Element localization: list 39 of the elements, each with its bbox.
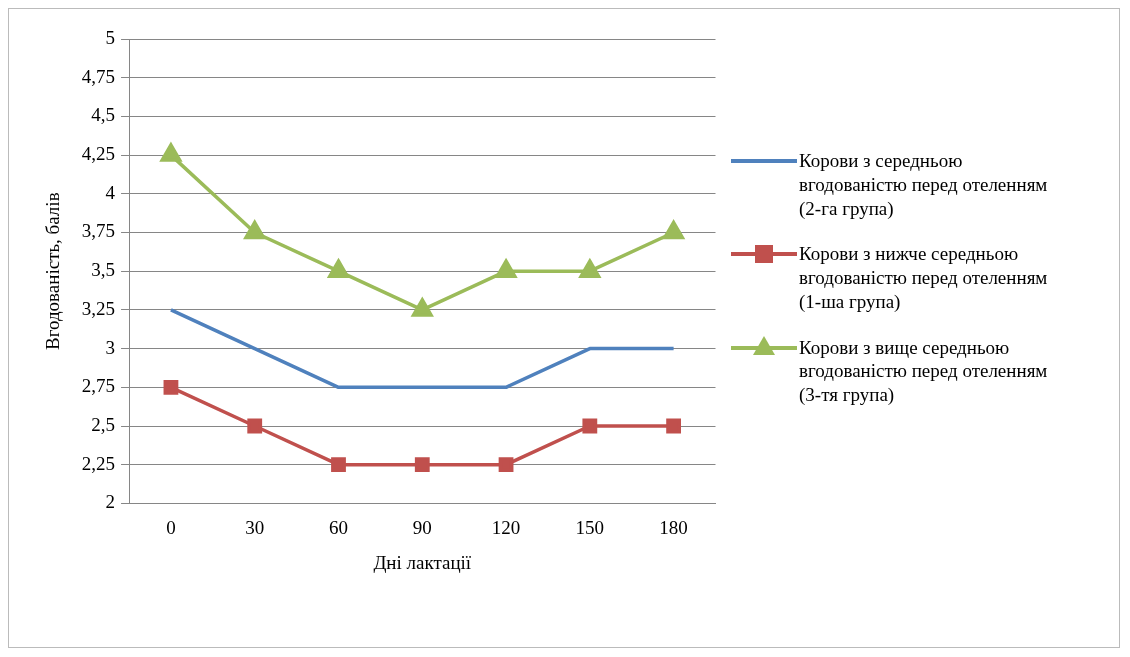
point [331, 457, 346, 473]
y-tick-label: 4 [105, 181, 116, 203]
x-tick-label: 180 [659, 516, 688, 538]
point [244, 220, 266, 240]
point [579, 259, 601, 278]
y-tick-label: 4,5 [91, 104, 116, 126]
y-tick-label: 4,75 [81, 65, 116, 87]
y-tick-label: 3,75 [81, 220, 116, 242]
x-tick-label: 150 [575, 516, 605, 538]
x-tick-label: 90 [412, 516, 432, 538]
legend-label: Корови з нижче середньою вгодованістю перед отеленням (1-ша група) [799, 242, 1049, 314]
y-tick-label: 2,25 [81, 452, 116, 474]
legend-label: Корови з вище середньою вгодованістю перед отеленням (3-тя група) [799, 335, 1049, 407]
y-tick-label: 3 [105, 336, 116, 358]
point [163, 379, 179, 395]
x-axis-title: Дні лактації [373, 551, 472, 573]
x-tick-label: 0 [166, 516, 176, 538]
point [411, 298, 433, 317]
point [160, 143, 182, 162]
point [666, 418, 682, 434]
y-tick-label: 5 [105, 26, 116, 48]
y-tick-label: 2,5 [91, 413, 116, 435]
legend-label: Корови з середньою вгодованістю перед отеленням (2-га група) [799, 149, 1049, 221]
point [495, 259, 517, 278]
point [582, 418, 598, 434]
point [414, 457, 430, 473]
y-tick-label: 2,75 [81, 375, 116, 397]
x-tick-label: 120 [491, 516, 521, 538]
x-tick-label: 30 [245, 516, 265, 538]
y-tick-label: 2 [105, 491, 116, 513]
y-tick-label: 4,25 [81, 143, 116, 165]
point [498, 457, 514, 473]
point [663, 220, 685, 240]
point [247, 418, 263, 434]
y-tick-label: 3,25 [81, 297, 116, 319]
y-axis-title: Вгодованість, балів [42, 192, 64, 351]
y-tick-label: 3,5 [91, 259, 116, 281]
point [328, 259, 349, 278]
x-tick-label: 60 [329, 516, 348, 538]
